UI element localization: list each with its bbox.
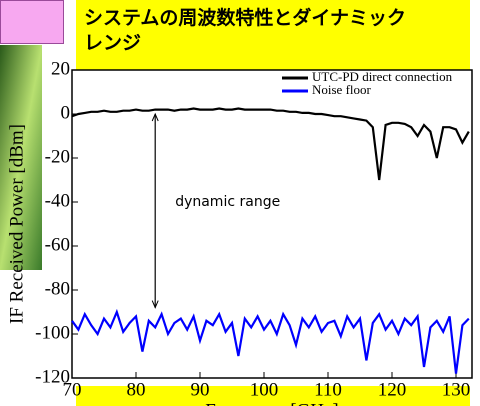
x-tick-label: 70 xyxy=(63,379,82,400)
y-tick-label: 20 xyxy=(51,58,70,79)
y-tick-label: -40 xyxy=(45,190,70,211)
footer-box xyxy=(76,386,470,406)
x-axis-label: Frequency [GHz] xyxy=(205,400,338,406)
data-line xyxy=(71,107,470,181)
x-tick-label: 130 xyxy=(442,379,471,400)
arrow-head xyxy=(151,112,159,309)
y-tick-label: -80 xyxy=(45,278,70,299)
y-tick-label: -60 xyxy=(45,234,70,255)
y-tick-label: -20 xyxy=(45,146,70,167)
plot-frame xyxy=(71,69,473,379)
legend-label: Noise floor xyxy=(312,82,372,97)
y-tick-label: -100 xyxy=(35,322,70,343)
annotation: dynamic range xyxy=(175,194,280,210)
x-tick-label: 110 xyxy=(314,379,342,400)
x-tick-label: 90 xyxy=(191,379,210,400)
title-box: システムの周波数特性とダイナミック レンジ xyxy=(76,0,470,70)
photo xyxy=(0,45,42,270)
data-line xyxy=(71,308,470,374)
x-tick-label: 120 xyxy=(378,379,407,400)
y-axis-label: IF Received Power [dBm] xyxy=(6,124,27,324)
y-tick-label: -120 xyxy=(35,366,70,387)
title-line: システムの周波数特性とダイナミック xyxy=(84,7,407,29)
y-tick-label: 0 xyxy=(61,102,71,123)
legend-label: UTC-PD direct connection xyxy=(312,69,453,84)
title-line: レンジ xyxy=(84,32,142,54)
decor-box xyxy=(0,0,64,44)
x-tick-label: 100 xyxy=(250,379,279,400)
x-tick-label: 80 xyxy=(127,379,146,400)
